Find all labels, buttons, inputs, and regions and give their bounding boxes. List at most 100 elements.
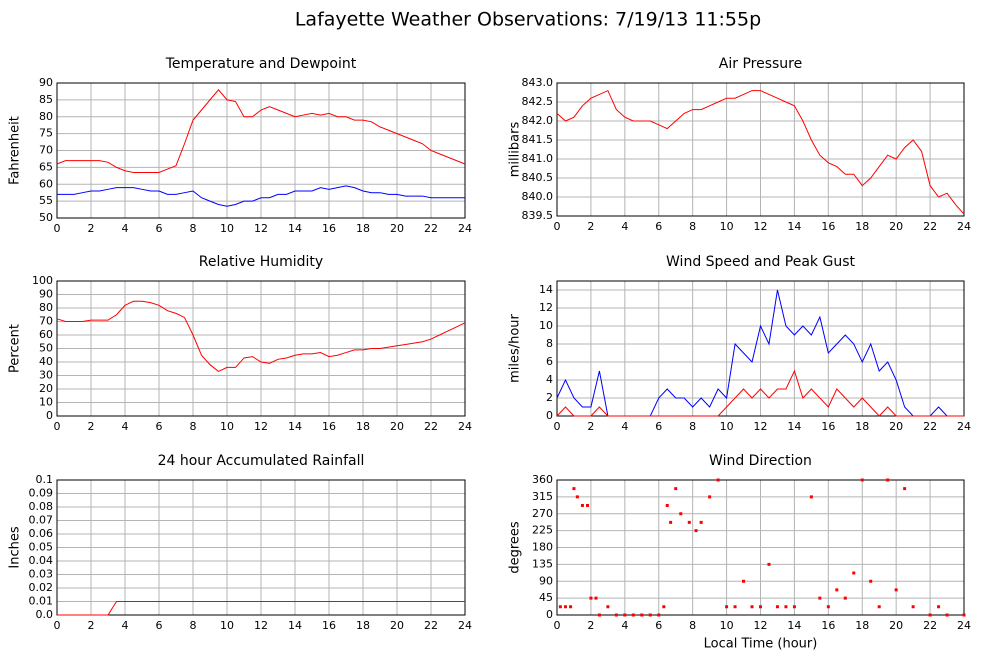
x-tick-label: 18 [356,222,370,235]
data-point [662,605,666,609]
y-tick-label: 842.0 [522,114,554,127]
data-point [725,605,729,609]
y-axis-label: Fahrenheit [8,116,23,185]
x-tick-label: 12 [754,619,768,632]
x-tick-label: 0 [54,619,61,632]
y-tick-label: 14 [539,283,553,296]
x-tick-label: 6 [156,619,163,632]
data-point [694,529,698,533]
y-tick-label: 840.0 [522,190,554,203]
x-tick-label: 16 [322,619,336,632]
y-tick-label: 10 [39,396,53,409]
data-point [558,605,562,609]
data-point [699,520,703,524]
x-tick-label: 22 [923,420,937,433]
data-point [767,562,771,566]
data-point [750,605,754,609]
data-point [945,613,949,617]
x-tick-label: 22 [424,222,438,235]
x-tick-label: 14 [288,420,302,433]
data-point [648,613,652,617]
y-tick-label: 20 [39,382,53,395]
x-tick-label: 16 [821,619,835,632]
x-tick-label: 20 [390,619,404,632]
x-tick-label: 4 [122,420,129,433]
y-tick-label: 80 [39,301,53,314]
y-tick-label: 50 [39,342,53,355]
data-point [911,605,915,609]
y-tick-label: 360 [532,473,553,486]
x-tick-label: 22 [923,220,937,233]
data-point [640,613,644,617]
data-point [687,520,691,524]
data-point [852,571,856,575]
x-tick-label: 2 [587,619,594,632]
x-tick-label: 0 [554,420,561,433]
y-axis-label: miles/hour [508,313,523,382]
y-tick-label: 0 [546,409,553,422]
data-point [580,504,584,507]
y-tick-label: 30 [39,369,53,382]
data-point [708,495,712,499]
x-tick-label: 18 [356,420,370,433]
y-tick-label: 12 [539,301,553,314]
y-tick-label: 0.05 [29,541,54,554]
x-tick-label: 6 [156,222,163,235]
x-tick-label: 18 [855,420,869,433]
y-tick-label: 0.04 [29,554,54,567]
y-tick-label: 100 [32,274,53,287]
x-tick-label: 16 [322,420,336,433]
plot-frame [556,82,965,217]
y-tick-label: 0 [46,409,53,422]
x-tick-label: 18 [855,220,869,233]
x-axis-label: Local Time (hour) [704,637,818,652]
chart-title: Wind Speed and Peak Gust [666,254,855,270]
y-tick-label: 0.02 [29,581,54,594]
x-tick-label: 4 [621,619,628,632]
y-tick-label: 0.1 [36,473,54,486]
y-tick-label: 0.01 [29,595,54,608]
x-tick-label: 4 [122,619,129,632]
chart-title: Temperature and Dewpoint [165,56,357,72]
data-point [679,512,683,516]
data-point [563,605,567,609]
data-point [657,613,661,617]
page-title: Lafayette Weather Observations: 7/19/13 … [295,9,761,31]
data-point [575,495,579,499]
chart-title: 24 hour Accumulated Rainfall [158,453,365,469]
x-tick-label: 8 [190,420,197,433]
y-tick-label: 40 [39,355,53,368]
x-tick-label: 14 [288,619,302,632]
data-point [886,478,890,482]
data-line [556,369,964,417]
data-line [56,300,466,373]
x-tick-label: 24 [458,222,472,235]
data-point [860,478,864,482]
x-tick-label: 20 [889,619,903,632]
x-tick-label: 24 [458,619,472,632]
y-tick-label: 65 [39,160,53,173]
x-tick-label: 24 [458,420,472,433]
x-tick-label: 16 [322,222,336,235]
data-point [784,605,788,609]
y-tick-label: 55 [39,194,53,207]
data-line [57,601,465,616]
x-tick-label: 12 [254,619,268,632]
x-tick-label: 10 [220,619,234,632]
data-point [928,613,932,617]
y-tick-label: 80 [39,110,53,123]
y-tick-label: 60 [39,328,53,341]
y-tick-label: 2 [546,391,553,404]
x-tick-label: 2 [88,222,95,235]
y-tick-label: 0.03 [29,568,54,581]
x-tick-label: 8 [689,619,696,632]
x-tick-label: 10 [720,420,734,433]
x-tick-label: 22 [424,420,438,433]
x-tick-label: 22 [424,619,438,632]
plot-frame [56,82,466,219]
x-tick-label: 0 [554,619,561,632]
data-point [606,605,610,609]
y-tick-label: 45 [539,591,553,604]
chart-title: Wind Direction [709,453,812,469]
